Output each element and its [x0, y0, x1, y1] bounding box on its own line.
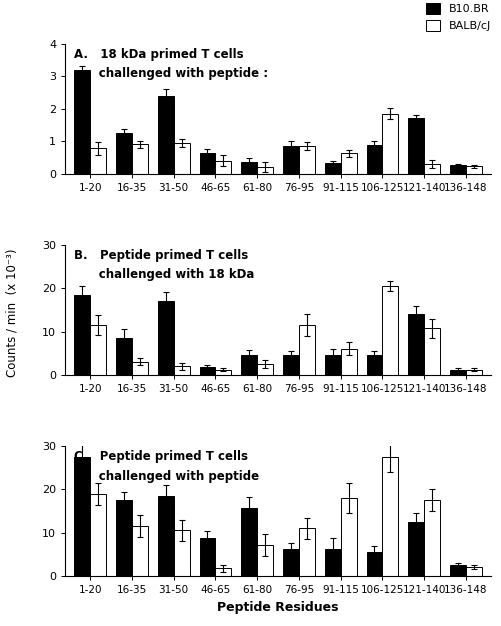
Bar	[424, 328, 440, 375]
Bar	[158, 96, 174, 173]
Bar	[367, 552, 382, 576]
Bar	[174, 366, 189, 375]
Bar	[283, 549, 299, 576]
Bar	[90, 325, 106, 375]
Bar	[74, 295, 90, 375]
Bar	[199, 367, 215, 375]
Bar	[215, 568, 231, 576]
Bar	[424, 164, 440, 173]
Bar	[408, 118, 424, 173]
Bar	[74, 457, 90, 576]
Bar	[132, 362, 148, 375]
Bar	[382, 457, 398, 576]
Bar	[325, 356, 341, 375]
Bar	[174, 143, 189, 173]
Bar	[466, 567, 482, 576]
Bar	[215, 369, 231, 375]
Bar	[132, 145, 148, 173]
Text: C.   Peptide primed T cells: C. Peptide primed T cells	[74, 450, 247, 463]
Bar	[325, 549, 341, 576]
Text: challenged with peptide :: challenged with peptide :	[74, 67, 268, 80]
Bar	[116, 133, 132, 173]
Bar	[382, 286, 398, 375]
Bar	[90, 494, 106, 576]
Bar	[341, 349, 357, 375]
Bar	[257, 364, 273, 375]
Bar	[299, 325, 315, 375]
Bar	[132, 526, 148, 576]
Bar	[116, 500, 132, 576]
Bar	[382, 113, 398, 173]
Bar	[450, 165, 466, 173]
Bar	[199, 538, 215, 576]
Bar	[408, 314, 424, 375]
Bar	[257, 545, 273, 576]
Bar	[367, 356, 382, 375]
Bar	[299, 528, 315, 576]
Bar	[257, 167, 273, 173]
Bar	[325, 163, 341, 173]
Bar	[450, 565, 466, 576]
Bar	[241, 162, 257, 173]
Bar	[90, 148, 106, 173]
Bar	[283, 356, 299, 375]
Text: challenged with 18 kDa: challenged with 18 kDa	[74, 269, 254, 281]
Bar	[450, 369, 466, 375]
Text: B.   Peptide primed T cells: B. Peptide primed T cells	[74, 249, 248, 262]
Bar	[341, 153, 357, 173]
Bar	[466, 369, 482, 375]
Bar	[241, 508, 257, 576]
Legend: B10.BR, BALB/cJ: B10.BR, BALB/cJ	[422, 0, 495, 36]
Bar	[158, 496, 174, 576]
Bar	[174, 530, 189, 576]
Bar	[424, 500, 440, 576]
Bar	[74, 69, 90, 173]
X-axis label: Peptide Residues: Peptide Residues	[217, 600, 339, 613]
Bar	[215, 161, 231, 173]
Bar	[367, 145, 382, 173]
Text: A.   18 kDa primed T cells: A. 18 kDa primed T cells	[74, 48, 243, 61]
Bar	[199, 153, 215, 173]
Bar	[408, 522, 424, 576]
Bar	[466, 167, 482, 173]
Bar	[241, 356, 257, 375]
Text: challenged with peptide: challenged with peptide	[74, 470, 259, 483]
Bar	[341, 498, 357, 576]
Bar	[299, 146, 315, 173]
Bar	[158, 301, 174, 375]
Text: Counts / min  (x 10⁻³): Counts / min (x 10⁻³)	[5, 249, 18, 377]
Bar	[116, 338, 132, 375]
Bar	[283, 146, 299, 173]
